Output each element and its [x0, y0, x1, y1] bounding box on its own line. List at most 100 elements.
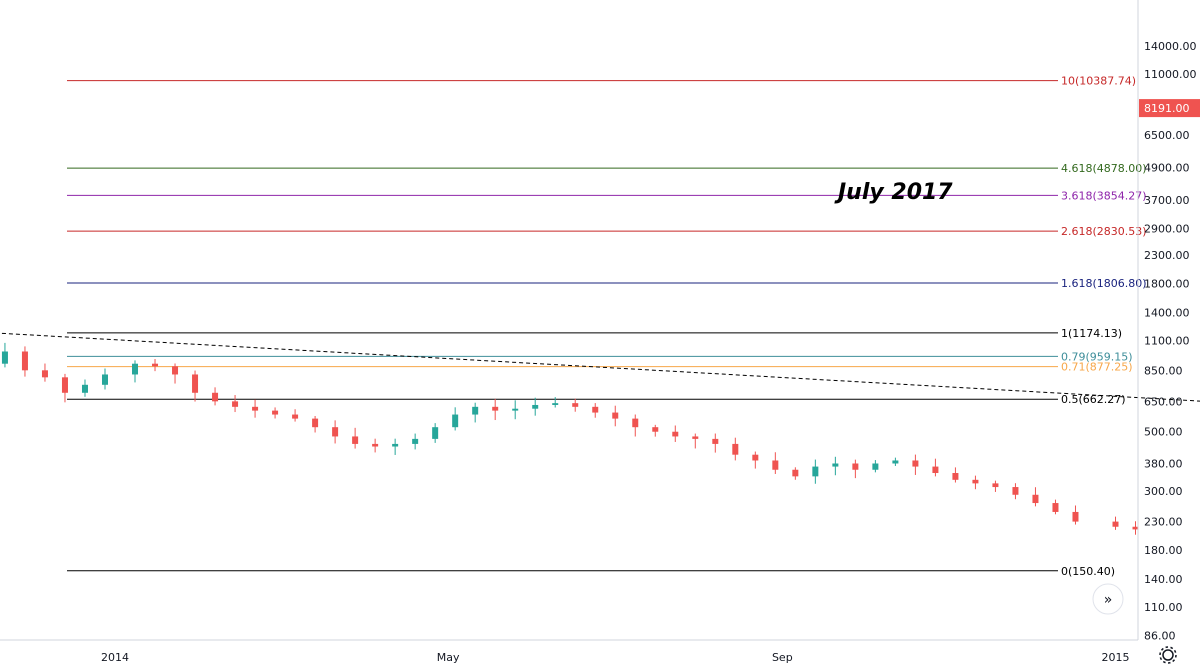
candle-body	[412, 438, 419, 444]
candle-body	[752, 454, 759, 461]
time-tick-2: May	[437, 651, 460, 664]
candle-body	[152, 363, 159, 367]
candle-body	[692, 436, 699, 439]
price-tick-19: 86.00	[1144, 629, 1176, 642]
fib-label-3: 0.79(959.15)	[1061, 350, 1133, 363]
gear-icon[interactable]	[1162, 649, 1174, 661]
candle-body	[21, 351, 28, 371]
candle-body	[572, 403, 579, 407]
time-tick-1: 2014	[101, 651, 129, 664]
scroll-button-circle[interactable]	[1092, 583, 1124, 615]
candle-body	[41, 370, 48, 378]
candle-body	[712, 438, 719, 444]
candle-body	[432, 427, 439, 439]
candle-body	[332, 427, 339, 437]
price-tick-3: 4900.00	[1144, 162, 1190, 175]
candle-body	[172, 366, 179, 375]
candle-body	[1112, 521, 1119, 527]
candle-body	[672, 431, 679, 437]
candle-body	[1072, 511, 1079, 522]
time-tick-4: 2015	[1102, 651, 1130, 664]
fibonacci-levels[interactable]: 0(150.40)0.5(662.27)0.71(877.25)0.79(959…	[67, 75, 1147, 578]
price-tick-15: 230.00	[1144, 516, 1183, 529]
candle-body	[512, 408, 519, 411]
candle-body	[1, 351, 8, 364]
last-price-label: 8191.00	[1144, 102, 1190, 115]
scroll-to-realtime-button[interactable]: »	[1092, 583, 1124, 615]
price-tick-0: 14000.00	[1144, 40, 1197, 53]
price-tick-11: 650.00	[1144, 395, 1183, 408]
time-axis[interactable]: Sep2014MaySep2015MaySep2016MaySep2017May…	[0, 639, 1200, 664]
time-tick-labels: Sep2014MaySep2015MaySep2016MaySep2017May…	[101, 651, 1130, 664]
price-tick-9: 1100.00	[1144, 334, 1190, 347]
candle-body	[272, 410, 279, 415]
candle-body	[912, 460, 919, 467]
fib-label-4: 1(1174.13)	[1061, 327, 1122, 340]
settings-button[interactable]	[1159, 646, 1177, 664]
candle-body	[81, 384, 88, 393]
candle-body	[592, 406, 599, 413]
candle-body	[232, 401, 239, 407]
candle-body	[612, 412, 619, 419]
last-price-badge	[1139, 99, 1200, 118]
candle-body	[452, 414, 459, 428]
price-tick-13: 380.00	[1144, 457, 1183, 470]
price-tick-5: 2900.00	[1144, 222, 1190, 235]
last-price-marker: 8191.00	[1139, 99, 1200, 118]
candle-body	[1012, 487, 1019, 495]
candle-body	[372, 443, 379, 447]
price-tick-2: 6500.00	[1144, 129, 1190, 142]
fib-label-6: 2.618(2830.53)	[1061, 225, 1147, 238]
candle-body	[1032, 494, 1039, 504]
candle-body	[972, 479, 979, 484]
fib-label-7: 3.618(3854.27)	[1061, 189, 1147, 202]
candle-body	[892, 460, 899, 464]
candle-body	[132, 363, 139, 375]
candle-body	[852, 463, 859, 470]
candle-body	[992, 483, 999, 488]
price-tick-16: 180.00	[1144, 544, 1183, 557]
candle-body	[312, 418, 319, 428]
price-tick-6: 2300.00	[1144, 249, 1190, 262]
fib-label-5: 1.618(1806.80)	[1061, 277, 1147, 290]
candle-body	[392, 443, 399, 447]
candle-body	[61, 377, 68, 393]
candle-body	[352, 436, 359, 444]
annotation-text: July 2017	[834, 180, 953, 205]
price-tick-14: 300.00	[1144, 485, 1183, 498]
candle-body	[192, 374, 199, 393]
price-tick-10: 850.00	[1144, 364, 1183, 377]
gear-icon-teeth	[1159, 646, 1177, 664]
price-tick-8: 1400.00	[1144, 307, 1190, 320]
fib-label-0: 0(150.40)	[1061, 565, 1115, 578]
candle-body	[212, 392, 219, 402]
candle-body	[472, 406, 479, 415]
double-chevron-right-icon: »	[1104, 592, 1113, 608]
fib-label-2: 0.71(877.25)	[1061, 361, 1133, 374]
candle-body	[101, 374, 108, 385]
candle-body	[732, 443, 739, 455]
fib-label-9: 10(10387.74)	[1061, 75, 1136, 88]
price-tick-12: 500.00	[1144, 426, 1183, 439]
candle-body	[652, 427, 659, 432]
candlesticks	[1, 342, 1139, 535]
candle-body	[1052, 503, 1059, 512]
price-tick-18: 110.00	[1144, 601, 1183, 614]
candle-body	[532, 404, 539, 409]
price-tick-4: 3700.00	[1144, 194, 1190, 207]
price-tick-17: 140.00	[1144, 573, 1183, 586]
time-tick-3: Sep	[772, 651, 793, 664]
candle-body	[932, 466, 939, 474]
candle-body	[872, 463, 879, 470]
price-tick-1: 11000.00	[1144, 68, 1197, 81]
candle-body	[832, 463, 839, 467]
price-axis[interactable]: 14000.00 11000.00 6500.00 4900.00 3700.00 290…	[1137, 0, 1200, 642]
candle-body	[492, 406, 499, 411]
candle-body	[252, 406, 259, 411]
annotation: July 2017	[834, 180, 953, 205]
candle-body	[772, 460, 779, 470]
candle-body	[632, 418, 639, 428]
price-tick-7: 1800.00	[1144, 277, 1190, 290]
